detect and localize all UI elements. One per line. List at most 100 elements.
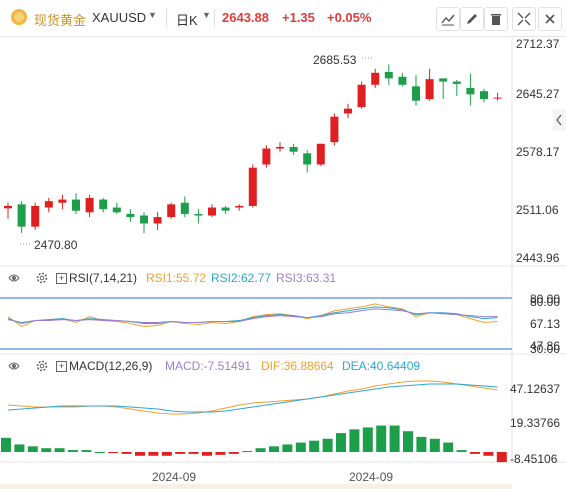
macd-bar bbox=[94, 452, 105, 453]
period-dropdown-icon[interactable]: ▼ bbox=[202, 10, 211, 20]
macd-bar bbox=[228, 452, 239, 454]
macd-bar bbox=[309, 440, 320, 452]
candle-body bbox=[398, 76, 407, 85]
macd-bar bbox=[188, 452, 199, 454]
fullscreen-icon bbox=[517, 12, 531, 26]
macd-bar bbox=[376, 425, 387, 452]
candle-body bbox=[371, 72, 380, 85]
macd-bar bbox=[269, 446, 279, 452]
macd-bar bbox=[242, 451, 253, 453]
candle-body bbox=[58, 199, 67, 203]
macd-bar bbox=[416, 436, 427, 452]
price-change-percent: +0.05% bbox=[327, 10, 372, 25]
chevron-left-icon bbox=[556, 114, 562, 126]
macd-axis-label: 19.33766 bbox=[510, 416, 561, 430]
macd-bar bbox=[202, 452, 212, 456]
macd-bar bbox=[148, 452, 159, 456]
instrument-name[interactable]: 现货黄金 bbox=[34, 13, 87, 28]
rsi3-line bbox=[7, 308, 498, 324]
macd-axis-label: 47.12637 bbox=[510, 382, 561, 396]
delete-button[interactable] bbox=[484, 7, 508, 31]
candle-body bbox=[17, 204, 26, 227]
gear-icon[interactable] bbox=[36, 360, 48, 372]
divider bbox=[166, 9, 167, 27]
macd-bar bbox=[456, 450, 467, 452]
candle-body bbox=[357, 84, 366, 108]
candle-body bbox=[344, 108, 352, 114]
macd-value: MACD:-7.51491 bbox=[165, 359, 252, 373]
candle-body bbox=[439, 78, 448, 82]
macd-bar bbox=[443, 442, 454, 452]
candle-body bbox=[248, 167, 257, 206]
price-axis-label: 2712.37 bbox=[516, 37, 560, 51]
symbol-dropdown-icon[interactable]: ▼ bbox=[148, 10, 157, 20]
time-scroller bbox=[0, 484, 512, 489]
gear-icon[interactable] bbox=[36, 272, 48, 284]
instrument-symbol[interactable]: XAUUSD bbox=[92, 10, 147, 25]
collapse-side-panel-button[interactable] bbox=[553, 109, 566, 131]
rsi-axis-label: 80.00 bbox=[530, 295, 561, 309]
macd-bar bbox=[161, 452, 172, 456]
candle-body bbox=[112, 207, 121, 213]
candle-body bbox=[72, 199, 80, 211]
draw-button[interactable] bbox=[460, 7, 484, 31]
eye-icon[interactable] bbox=[8, 272, 20, 284]
macd-bar bbox=[295, 442, 306, 452]
candle-body bbox=[425, 79, 434, 100]
dif-line bbox=[7, 380, 498, 415]
plus-icon[interactable]: + bbox=[56, 361, 67, 372]
macd-bar bbox=[27, 446, 38, 452]
macd-bar bbox=[255, 448, 266, 452]
macd-bar bbox=[54, 448, 65, 452]
candle-body bbox=[4, 205, 12, 209]
macd-bar bbox=[483, 452, 494, 456]
macd-bar bbox=[403, 431, 413, 452]
gold-logo-icon bbox=[11, 9, 27, 25]
candle-body bbox=[235, 205, 244, 208]
candle-body bbox=[412, 86, 420, 101]
candle-body bbox=[126, 213, 135, 218]
candle-body bbox=[208, 207, 216, 216]
candle-body bbox=[221, 207, 230, 211]
date-axis-label: 2024-09 bbox=[349, 470, 394, 484]
divider bbox=[214, 9, 215, 27]
plus-icon[interactable]: + bbox=[56, 273, 67, 284]
price-change: +1.35 bbox=[282, 10, 315, 25]
macd-bar bbox=[1, 437, 11, 452]
candle-body bbox=[153, 217, 162, 224]
period-selector[interactable]: 日K bbox=[176, 13, 198, 28]
candle-body bbox=[262, 148, 271, 165]
macd-bar bbox=[336, 433, 346, 452]
macd-bar bbox=[389, 425, 400, 452]
date-axis-label: 2024-09 bbox=[152, 470, 197, 484]
eye-icon[interactable] bbox=[8, 360, 20, 372]
candle-body bbox=[85, 197, 94, 213]
candle-body bbox=[316, 143, 325, 165]
indicator-button[interactable] bbox=[436, 7, 460, 31]
candle-body bbox=[289, 146, 298, 152]
macd-bar bbox=[470, 452, 480, 454]
macd-bar bbox=[14, 444, 25, 452]
candle-body bbox=[44, 201, 53, 208]
price-axis-label: 2578.17 bbox=[516, 145, 560, 159]
macd-bar bbox=[135, 452, 145, 456]
macd-bar bbox=[121, 452, 132, 454]
price-axis-label: 2645.27 bbox=[516, 87, 560, 101]
candle-body bbox=[194, 213, 203, 216]
macd-bar bbox=[362, 427, 373, 452]
candle-body bbox=[480, 91, 488, 100]
macd-axis-label: -8.45106 bbox=[510, 452, 558, 466]
close-button[interactable] bbox=[538, 7, 562, 31]
candle-body bbox=[493, 97, 502, 99]
dif-value: DIF:36.88664 bbox=[261, 359, 334, 373]
candle-body bbox=[167, 204, 176, 218]
macd-bar bbox=[41, 448, 52, 452]
last-price: 2643.88 bbox=[222, 10, 269, 25]
dea-value: DEA:40.64409 bbox=[342, 359, 421, 373]
macd-bar bbox=[349, 429, 360, 452]
candle-body bbox=[303, 153, 312, 165]
fullscreen-button[interactable] bbox=[512, 7, 536, 31]
dea-line bbox=[7, 383, 498, 413]
rsi1-line bbox=[7, 303, 498, 328]
